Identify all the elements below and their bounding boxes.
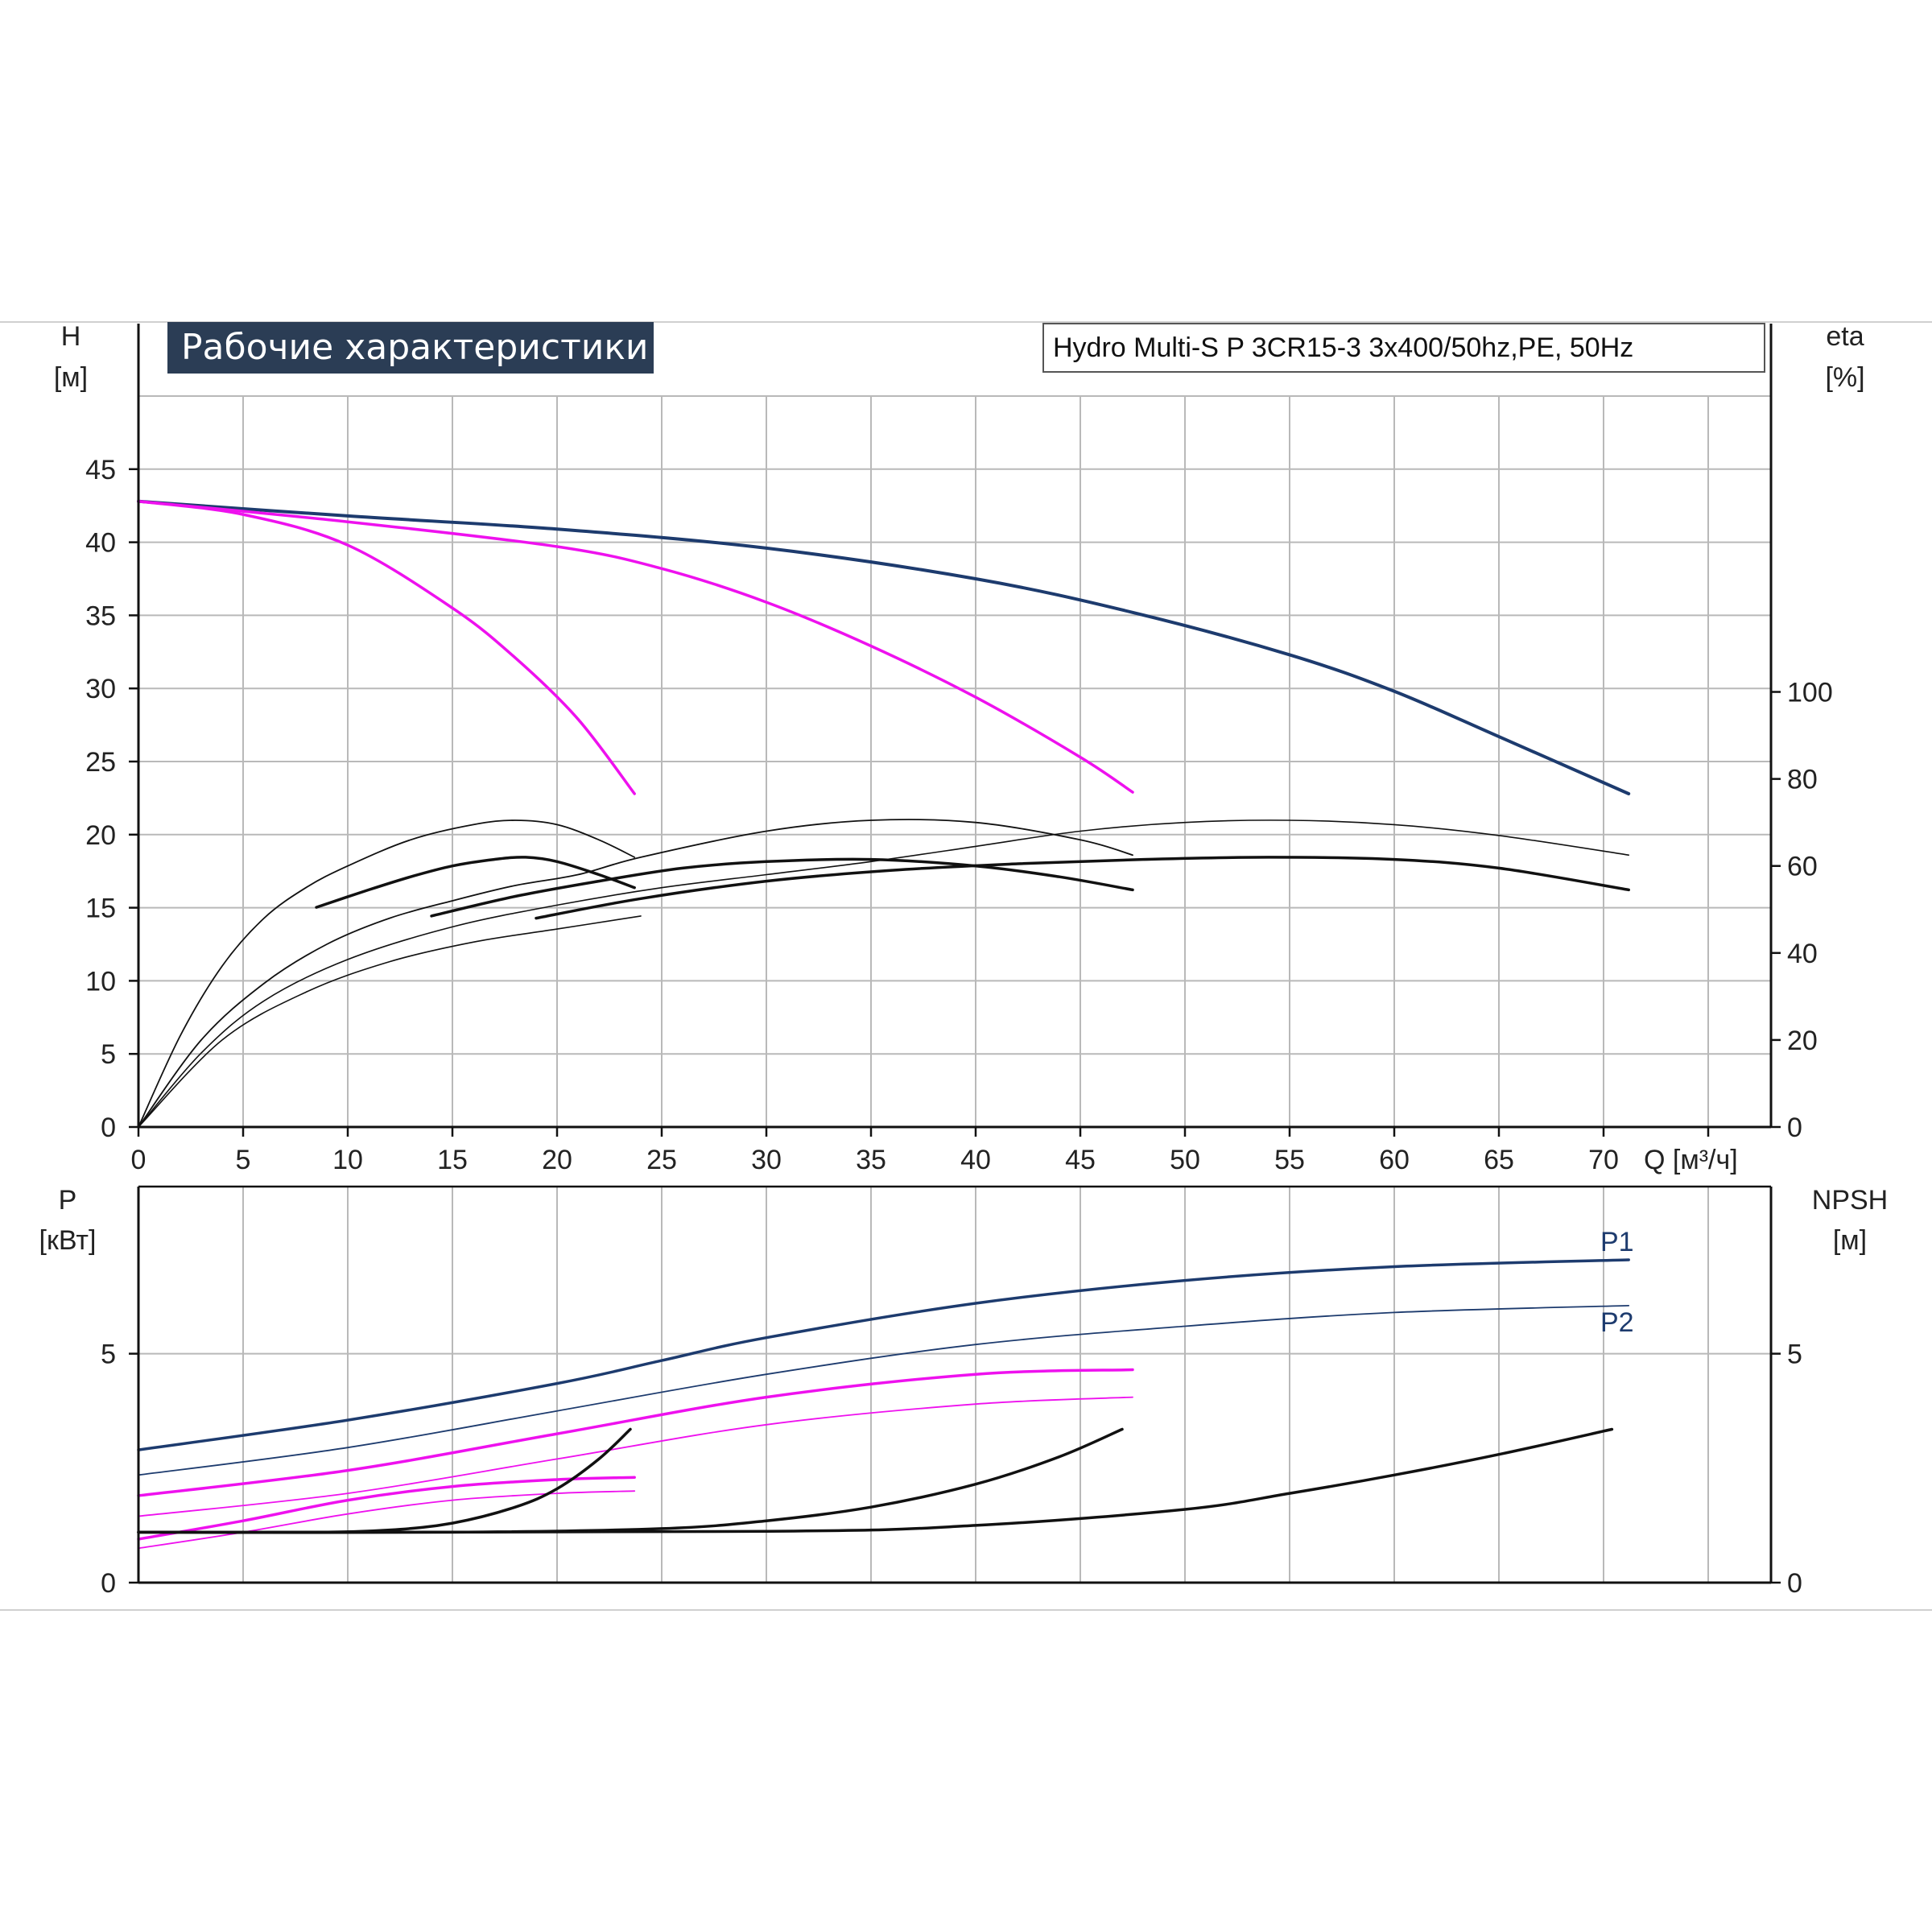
- top-y-tick-label: 15: [85, 894, 116, 924]
- series-label-p2: P2: [1600, 1307, 1634, 1338]
- top-curve-9: [138, 915, 642, 1128]
- x-tick-label: 25: [646, 1145, 677, 1175]
- top-y-axis-title-line2: [м]: [54, 362, 88, 393]
- x-tick-label: 15: [437, 1145, 468, 1175]
- top-y-tick-label: 10: [85, 966, 116, 997]
- bottom-curve-8: [137, 1427, 1614, 1534]
- top-y-tick-label: 30: [85, 674, 116, 704]
- top-panel-axes: 0 5 10 15 20 25 30 35 40 45 0 20 40 60 80 100 0 5 10 15 20 25…: [85, 324, 1833, 1175]
- top-curve-1: [137, 500, 1134, 794]
- x-axis-title: Q [м³/ч]: [1644, 1145, 1738, 1175]
- top-y-tick-label: 35: [85, 601, 116, 631]
- top-curve-5: [138, 819, 1133, 1128]
- top-y2-tick-label: 20: [1787, 1026, 1818, 1056]
- top-curve-3: [138, 819, 636, 1128]
- chart-title: Рабочие характеристики: [181, 327, 649, 368]
- top-curve-4: [315, 856, 636, 909]
- top-y2-tick-label: 60: [1787, 852, 1818, 882]
- bottom-y2-axis-title-line2: [м]: [1833, 1225, 1867, 1256]
- top-y2-tick-label: 0: [1787, 1113, 1802, 1143]
- top-curve-2: [137, 500, 636, 795]
- top-y-axis-title-line1: H: [61, 321, 81, 352]
- bottom-y2-tick-label: 0: [1787, 1568, 1802, 1599]
- x-tick-label: 65: [1484, 1145, 1514, 1175]
- x-tick-label: 45: [1065, 1145, 1096, 1175]
- series-label-p1: P1: [1600, 1227, 1634, 1257]
- x-tick-label: 50: [1170, 1145, 1200, 1175]
- top-y-tick-label: 20: [85, 820, 116, 851]
- top-panel-grid: [138, 395, 1771, 1127]
- bottom-curve-0: [137, 1258, 1630, 1451]
- x-tick-label: 10: [332, 1145, 363, 1175]
- x-tick-label: 70: [1588, 1145, 1619, 1175]
- x-tick-label: 35: [856, 1145, 886, 1175]
- x-tick-label: 20: [542, 1145, 572, 1175]
- bottom-y-axis-title-line2: [кВт]: [39, 1225, 97, 1256]
- top-curve-6: [430, 857, 1134, 918]
- x-tick-label: 5: [236, 1145, 251, 1175]
- top-y2-tick-label: 80: [1787, 765, 1818, 795]
- top-y-tick-label: 45: [85, 455, 116, 485]
- top-curve-0: [137, 499, 1631, 795]
- bottom-panel-grid: [138, 1187, 1771, 1583]
- bottom-panel-curves: [137, 1258, 1630, 1550]
- top-curve-7: [138, 819, 1629, 1128]
- top-y2-tick-label: 40: [1787, 939, 1818, 969]
- bottom-curve-1: [138, 1305, 1630, 1476]
- x-tick-label: 40: [960, 1145, 991, 1175]
- bottom-y2-axis-title-line1: NPSH: [1812, 1185, 1888, 1216]
- title-banner: [167, 322, 654, 374]
- x-tick-label: 55: [1274, 1145, 1305, 1175]
- bottom-y2-tick-label: 5: [1787, 1340, 1802, 1370]
- subtitle-box: [1042, 323, 1765, 373]
- chart-subtitle: Hydro Multi-S P 3CR15-3 3x400/50hz,PE, 5…: [1053, 332, 1633, 363]
- bottom-curve-3: [138, 1396, 1133, 1517]
- top-y-tick-label: 25: [85, 747, 116, 778]
- top-y2-axis-title-line1: eta: [1826, 321, 1864, 352]
- bottom-y-tick-label: 0: [101, 1568, 116, 1599]
- x-tick-label: 30: [751, 1145, 782, 1175]
- top-y2-tick-label: 100: [1787, 678, 1833, 708]
- x-tick-label: 60: [1379, 1145, 1410, 1175]
- bottom-panel-axes: 0 5 0 5: [101, 1185, 1802, 1599]
- bottom-curve-4: [137, 1476, 636, 1541]
- bottom-y-axis-title-line1: P: [59, 1185, 77, 1216]
- top-panel-curves: [137, 499, 1631, 1128]
- bottom-curve-7: [137, 1427, 1124, 1534]
- top-curve-8: [535, 856, 1630, 920]
- top-y-tick-label: 0: [101, 1113, 116, 1143]
- bottom-curve-2: [137, 1368, 1134, 1497]
- top-y-tick-label: 5: [101, 1039, 116, 1070]
- x-tick-label: 0: [131, 1145, 147, 1175]
- top-y2-axis-title-line2: [%]: [1825, 362, 1864, 393]
- top-y-tick-label: 40: [85, 528, 116, 559]
- bottom-y-tick-label: 5: [101, 1340, 116, 1370]
- bottom-curve-5: [138, 1490, 636, 1550]
